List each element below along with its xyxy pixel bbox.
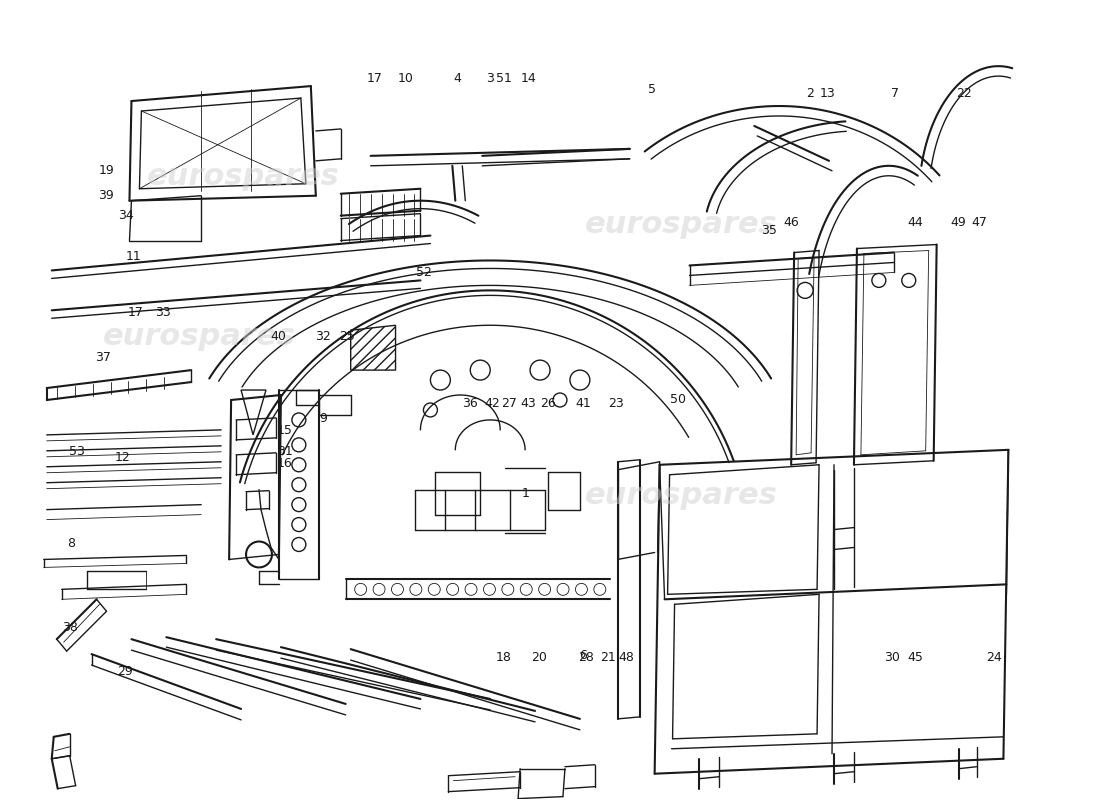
Text: 39: 39 <box>98 189 114 202</box>
Text: 23: 23 <box>608 398 624 410</box>
Text: 6: 6 <box>579 649 586 662</box>
Text: 51: 51 <box>496 72 512 86</box>
Text: 47: 47 <box>971 216 988 229</box>
Text: 1: 1 <box>521 486 530 500</box>
Text: 44: 44 <box>908 216 923 229</box>
Text: 21: 21 <box>601 651 616 664</box>
Text: eurospares: eurospares <box>585 481 778 510</box>
Text: 11: 11 <box>125 250 141 263</box>
Text: 27: 27 <box>502 398 517 410</box>
Text: 24: 24 <box>986 651 1002 664</box>
Text: 7: 7 <box>891 86 900 99</box>
Text: 28: 28 <box>579 651 594 664</box>
Text: 48: 48 <box>619 651 635 664</box>
Text: 29: 29 <box>117 665 133 678</box>
Text: 38: 38 <box>62 621 78 634</box>
Text: 4: 4 <box>453 72 461 86</box>
Text: 34: 34 <box>118 209 134 222</box>
Text: 3: 3 <box>486 72 494 86</box>
Text: 35: 35 <box>761 224 778 237</box>
Text: 22: 22 <box>957 86 972 99</box>
Text: 5: 5 <box>648 82 656 95</box>
Text: eurospares: eurospares <box>146 162 340 191</box>
Text: 43: 43 <box>520 398 536 410</box>
Text: 17: 17 <box>366 72 383 86</box>
Text: 13: 13 <box>820 86 835 99</box>
Text: 25: 25 <box>339 330 355 342</box>
Text: 41: 41 <box>575 398 591 410</box>
Text: 52: 52 <box>416 266 432 279</box>
Text: 19: 19 <box>98 164 114 177</box>
Text: 16: 16 <box>277 458 293 470</box>
Text: 31: 31 <box>277 446 293 458</box>
Text: 53: 53 <box>68 446 85 458</box>
Text: 40: 40 <box>271 330 286 342</box>
Text: 10: 10 <box>397 72 414 86</box>
Text: 50: 50 <box>670 394 686 406</box>
Text: eurospares: eurospares <box>102 322 296 350</box>
Text: 17: 17 <box>128 306 144 319</box>
Text: 18: 18 <box>496 651 512 664</box>
Text: 9: 9 <box>319 412 327 425</box>
Text: 45: 45 <box>908 651 923 664</box>
Text: 46: 46 <box>783 216 799 229</box>
Text: 37: 37 <box>95 351 111 364</box>
Text: 20: 20 <box>531 651 547 664</box>
Text: 8: 8 <box>67 537 75 550</box>
Text: 12: 12 <box>114 451 131 464</box>
Text: 26: 26 <box>540 398 556 410</box>
Text: eurospares: eurospares <box>585 210 778 239</box>
Text: 15: 15 <box>277 424 293 437</box>
Text: 49: 49 <box>950 216 966 229</box>
Text: 42: 42 <box>484 398 499 410</box>
Text: 30: 30 <box>884 651 900 664</box>
Text: 33: 33 <box>155 306 170 319</box>
Text: 2: 2 <box>806 86 814 99</box>
Text: 32: 32 <box>316 330 331 342</box>
Text: 14: 14 <box>520 72 536 86</box>
Text: 36: 36 <box>462 398 477 410</box>
